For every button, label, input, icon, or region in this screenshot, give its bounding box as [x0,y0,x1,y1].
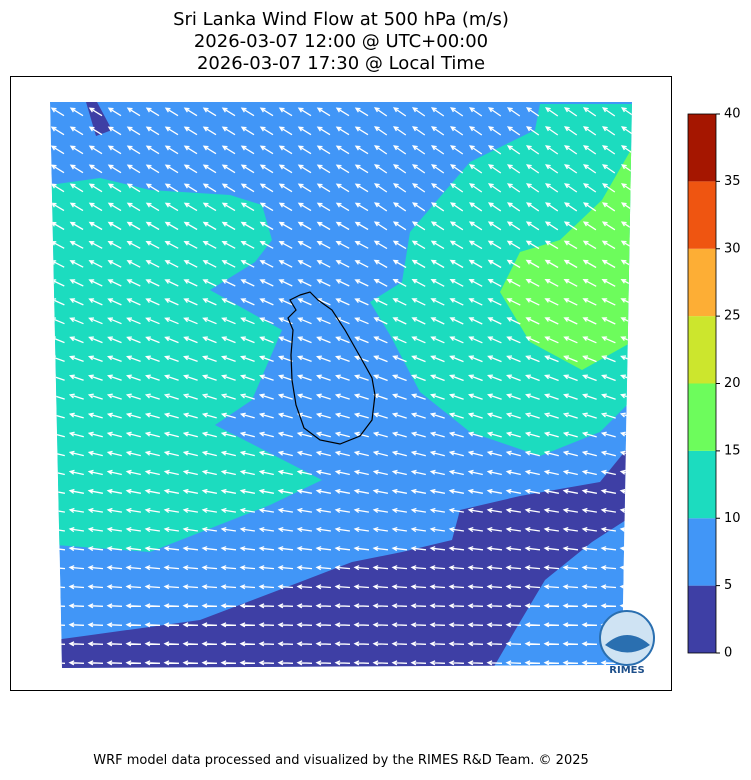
colorbar-segment [688,518,716,586]
colorbar-segment [688,450,716,519]
logo-wave [605,635,650,653]
colorbar-segment [688,585,716,653]
wind-zone [50,178,322,552]
logo-text: RIMES [609,665,644,676]
colorbar-tick-label: 10 [724,511,741,526]
colorbar-segment [688,316,716,384]
colorbar-tick-label: 40 [724,107,741,122]
map-frame [10,76,672,691]
colorbar-tick-label: 0 [724,646,732,661]
title-line: 2026-03-07 17:30 @ Local Time [197,53,485,74]
colorbar: 0 5 10 15 20 25 30 35 40 [687,107,741,661]
colorbar-tick-label: 25 [724,309,741,324]
colorbar-segment [688,181,716,249]
coastline [287,291,376,445]
title-line: Sri Lanka Wind Flow at 500 hPa (m/s) [173,9,509,30]
map [50,102,632,668]
colorbar-tick-label: 5 [724,578,732,593]
colorbar-tick-label: 35 [724,174,741,189]
title-line: 2026-03-07 12:00 @ UTC+00:00 [194,31,488,52]
wind-zone [55,450,626,668]
colorbar-segment [688,383,716,451]
colorbar-segment [688,248,716,317]
colorbar-segment [688,114,716,182]
colorbar-tick-label: 20 [724,376,741,391]
wind-zone [370,104,632,456]
footer: WRF model data processed and visualized … [93,753,589,768]
wind-zone [500,148,632,370]
colorbar-tick-label: 15 [724,443,741,458]
colorbar-tick-label: 30 [724,241,741,256]
